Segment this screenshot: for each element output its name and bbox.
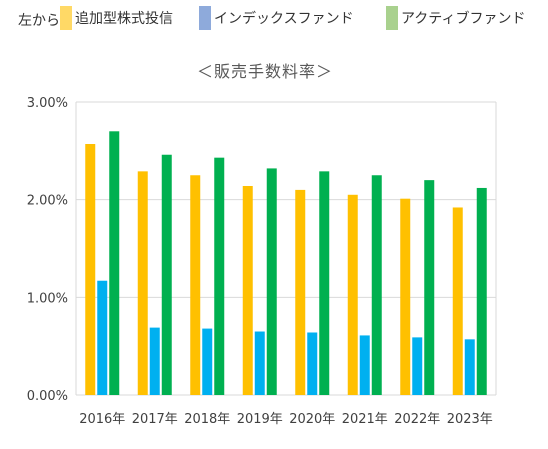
bar: [464, 339, 475, 395]
y-tick-label: 0.00%: [27, 389, 68, 404]
x-tick-label: 2023年: [447, 412, 493, 427]
bar: [149, 327, 160, 395]
bar: [109, 131, 120, 396]
bar: [412, 337, 423, 395]
bar: [202, 328, 213, 395]
x-tick-label: 2022年: [394, 412, 440, 427]
bar: [371, 175, 382, 395]
bar: [242, 185, 253, 395]
x-tick-label: 2018年: [184, 412, 230, 427]
legend-lead-text: 左から: [18, 13, 60, 29]
y-tick-label: 3.00%: [27, 96, 68, 111]
legend-swatch: [60, 6, 72, 30]
x-tick-label: 2016年: [79, 412, 125, 427]
legend-item-active-fund: アクティブファンド: [386, 6, 525, 30]
bar: [254, 331, 265, 395]
bar: [424, 180, 435, 395]
y-tick-label: 1.00%: [27, 291, 68, 306]
legend-label: インデックスファンド: [214, 11, 354, 27]
bar: [347, 194, 358, 395]
bar: [452, 207, 463, 395]
bar: [359, 335, 370, 395]
bar: [319, 171, 330, 395]
bar: [161, 154, 172, 395]
x-tick-label: 2020年: [289, 412, 335, 427]
legend-label: 追加型株式投信: [75, 11, 173, 27]
legend-label: アクティブファンド: [401, 11, 526, 27]
legend-swatch: [199, 6, 211, 30]
bar: [266, 168, 277, 395]
legend-item-index-fund: インデックスファンド: [199, 6, 354, 30]
x-tick-label: 2019年: [237, 412, 283, 427]
bar: [97, 280, 108, 395]
bar: [190, 175, 201, 395]
y-tick-label: 2.00%: [27, 194, 68, 209]
x-tick-label: 2021年: [342, 412, 388, 427]
bar: [400, 198, 411, 395]
bar: [137, 171, 148, 395]
bar: [214, 157, 225, 395]
bar: [476, 187, 487, 395]
x-tick-label: 2017年: [132, 412, 178, 427]
legend: 左から 追加型株式投信 インデックスファンド アクティブファンド: [0, 0, 548, 36]
bar: [307, 332, 318, 395]
chart-title: ＜販売手数料率＞: [196, 62, 333, 81]
bar: [85, 143, 96, 395]
legend-swatch: [386, 6, 398, 30]
bar: [295, 189, 306, 395]
legend-item-additional-stock-trust: 追加型株式投信: [60, 6, 173, 30]
